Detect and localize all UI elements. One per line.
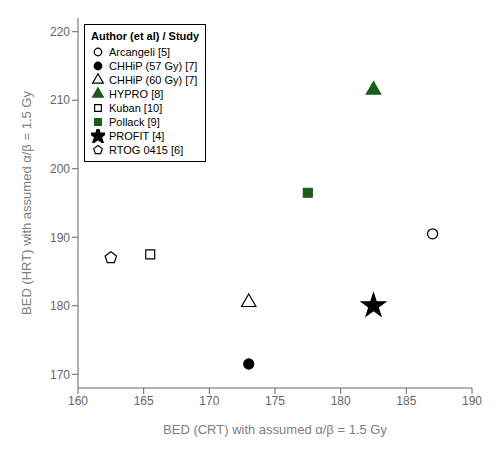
svg-text:200: 200 — [50, 162, 70, 176]
html-text:Arcangeli [5]: Arcangeli [5] — [109, 46, 171, 58]
svg-text:165: 165 — [134, 394, 154, 408]
html-text:Kuban [10]: Kuban [10] — [109, 102, 163, 114]
html-text:Pollack [9]: Pollack [9] — [109, 116, 160, 128]
html-text:CHHiP (57 Gy) [7]: CHHiP (57 Gy) [7] — [109, 60, 198, 72]
html-text:Author (et al) / Study: Author (et al) / Study — [91, 30, 200, 42]
svg-text:170: 170 — [199, 394, 219, 408]
svg-text:210: 210 — [50, 93, 70, 107]
svg-text:180: 180 — [331, 394, 351, 408]
html-text:PROFIT [4]: PROFIT [4] — [109, 130, 165, 142]
svg-text:190: 190 — [462, 394, 482, 408]
html-text:HYPRO [8]: HYPRO [8] — [109, 88, 164, 100]
svg-text:160: 160 — [68, 394, 88, 408]
svg-text:BED (HRT) with assumed α/β = 1: BED (HRT) with assumed α/β = 1.5 Gy — [19, 91, 34, 315]
svg-text:185: 185 — [396, 394, 416, 408]
svg-text:190: 190 — [50, 231, 70, 245]
svg-text:180: 180 — [50, 299, 70, 313]
svg-text:220: 220 — [50, 25, 70, 39]
html-text:RTOG 0415 [6]: RTOG 0415 [6] — [109, 144, 184, 156]
svg-text:175: 175 — [265, 394, 285, 408]
html-text:CHHiP (60 Gy) [7]: CHHiP (60 Gy) [7] — [109, 74, 198, 86]
svg-text:170: 170 — [50, 368, 70, 382]
svg-text:BED (CRT) with assumed α/β = 1: BED (CRT) with assumed α/β = 1.5 Gy — [163, 422, 387, 437]
